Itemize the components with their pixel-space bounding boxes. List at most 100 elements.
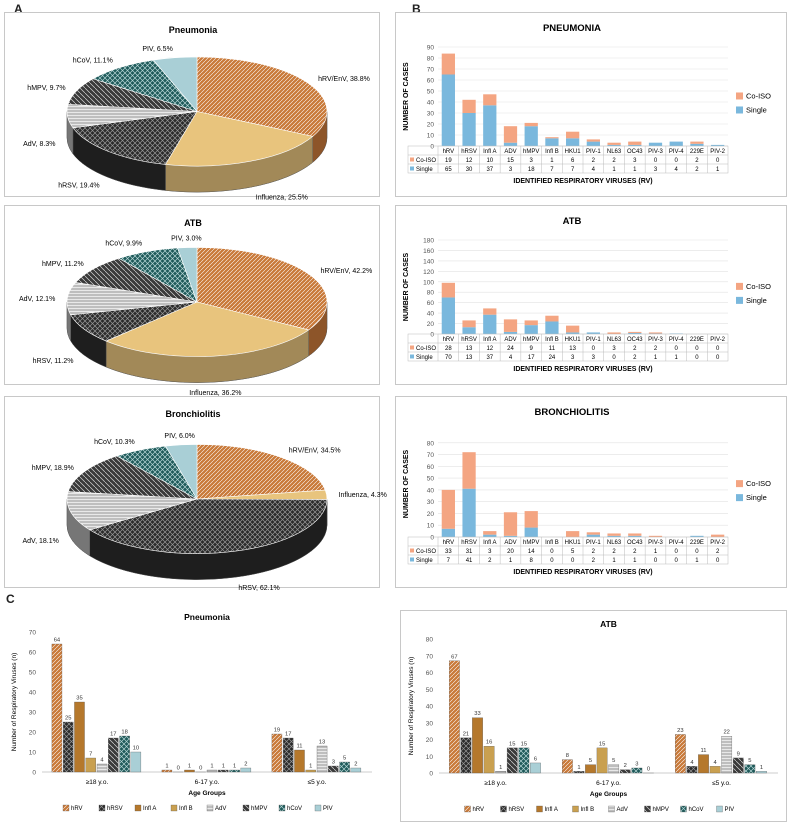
bar-hmpv-6-17-y-o xyxy=(619,769,631,774)
chart-title: PNEUMONIA xyxy=(543,23,601,34)
bar-single-229e xyxy=(690,535,704,537)
bar-infl-b-5-y-o xyxy=(305,769,316,773)
bar-hrv-18-y-o xyxy=(449,660,460,774)
data-label-piv: 2 xyxy=(244,762,247,768)
y-tick-label: 180 xyxy=(423,238,434,245)
co-iso-value-hmpv: 9 xyxy=(530,346,534,352)
category-label-hmpv: hMPV xyxy=(523,337,539,343)
legend-swatch-hmpv xyxy=(242,804,250,812)
y-tick-label: 0 xyxy=(32,770,36,777)
bar-single-hrv xyxy=(441,528,455,537)
data-label-hrv: 1 xyxy=(165,764,168,770)
legend-swatch-single xyxy=(736,494,743,502)
y-tick-label: 30 xyxy=(427,499,435,506)
data-label-hmpv: 2 xyxy=(624,763,627,769)
pie-slice-hrv xyxy=(196,247,328,331)
data-label-adv: 4 xyxy=(100,758,104,764)
data-label-adv: 1 xyxy=(499,765,502,771)
single-value-nl63: 1 xyxy=(612,558,616,564)
bar-hcov-18-y-o xyxy=(518,747,530,774)
single-value-infl-b: 24 xyxy=(549,355,556,361)
table-key-single xyxy=(410,166,414,171)
pie-pneumonia-chart: Pneumonia hRV/EnV, 38.8% Influenza, 25.5% h… xyxy=(23,25,370,201)
pie-slice-hrv xyxy=(196,444,326,500)
bar-infl-b-6-17-y-o xyxy=(596,747,608,774)
data-label-hrsv: 1 xyxy=(577,765,580,771)
legend-swatch-infl-b xyxy=(572,805,579,813)
y-axis-label: NUMBER OF CASES xyxy=(403,252,410,321)
bar-hrv-5-y-o xyxy=(675,734,686,774)
bar-single-hmpv xyxy=(524,325,538,334)
pie-label-adv: AdV, 8.3% xyxy=(23,141,55,148)
y-axis-label: Number of Respiratory Viruses (n) xyxy=(11,653,18,752)
category-label-229e: 229E xyxy=(690,540,704,546)
co-iso-value-piv-4: 0 xyxy=(675,346,679,352)
pie-label-hmpv: hMPV, 18.9% xyxy=(32,465,74,472)
data-label-infl-b: 1 xyxy=(309,764,312,770)
category-label-piv-1: PIV-1 xyxy=(586,540,601,546)
bar-co-iso-hrsv xyxy=(462,99,476,113)
bar-single-infl-a xyxy=(483,534,497,537)
pie-label-piv: PIV, 3.0% xyxy=(171,236,202,243)
bar-single-infl-b xyxy=(545,138,559,146)
bar-hrsv-18-y-o xyxy=(63,721,74,773)
co-iso-value-hrv: 19 xyxy=(445,158,452,164)
single-value-oc43: 1 xyxy=(633,167,637,173)
data-label-hcov: 5 xyxy=(748,758,751,764)
data-label-hmpv: 17 xyxy=(110,732,116,738)
single-value-hrsv: 13 xyxy=(466,355,473,361)
single-value-hrsv: 41 xyxy=(466,558,473,564)
bar-adv-18-y-o xyxy=(495,771,507,774)
x-tick-label: ≥18 y.o. xyxy=(86,779,109,786)
x-tick-label: ≤5 y.o. xyxy=(308,779,327,786)
pie-slice-adv xyxy=(66,491,198,531)
data-label-piv: 10 xyxy=(133,746,139,752)
pie-slice-influenza xyxy=(105,301,310,357)
data-table-frame xyxy=(407,333,729,362)
y-tick-label: 20 xyxy=(427,511,435,518)
legend-swatch-co-iso xyxy=(736,282,743,290)
data-label-hrv: 67 xyxy=(451,654,457,660)
bar-single-adv xyxy=(503,331,518,334)
bar-co-iso-hmpv xyxy=(524,511,538,528)
co-iso-value-infl-b: 11 xyxy=(549,346,556,352)
category-label-nl63: NL63 xyxy=(607,149,622,155)
legend-label-infl-a: Infl A xyxy=(545,807,558,813)
data-label-infl-b: 15 xyxy=(599,741,605,747)
bar-single-piv-3 xyxy=(648,142,663,146)
bar-infl-b-18-y-o xyxy=(85,757,96,773)
y-tick-label: 70 xyxy=(426,653,434,660)
bar-hrsv-18-y-o xyxy=(460,737,472,774)
data-label-hcov: 3 xyxy=(635,761,638,767)
single-value-hku1: 3 xyxy=(571,355,575,361)
bar-single-hrsv xyxy=(462,488,476,537)
single-value-piv-2: 1 xyxy=(716,167,720,173)
bar-single-piv-3 xyxy=(648,333,663,334)
legend-label-hrsv: hRSV xyxy=(107,806,123,812)
legend-swatch-co-iso xyxy=(736,480,743,488)
bar-co-iso-oc43 xyxy=(628,141,642,145)
category-label-nl63: NL63 xyxy=(607,337,622,343)
data-label-infl-a: 35 xyxy=(76,696,82,702)
category-label-hrv: hRV xyxy=(443,540,455,546)
legend-label-co-iso: Co-ISO xyxy=(746,91,771,100)
y-tick-label: 70 xyxy=(29,630,37,637)
chart-title: Bronchiolitis xyxy=(165,409,220,419)
bar-hcov-5-y-o xyxy=(744,764,756,774)
table-row-single: Single xyxy=(416,355,433,361)
pie-slice-piv xyxy=(177,247,198,303)
co-iso-value-oc43: 2 xyxy=(633,346,637,352)
y-tick-label: 80 xyxy=(427,440,435,447)
y-tick-label: 80 xyxy=(427,290,435,297)
co-iso-value-infl-a: 3 xyxy=(488,549,492,555)
co-iso-value-229e: 2 xyxy=(695,158,699,164)
data-label-infl-a: 11 xyxy=(701,748,707,754)
y-tick-label: 30 xyxy=(426,720,434,727)
y-tick-label: 30 xyxy=(427,111,435,118)
co-iso-value-nl63: 2 xyxy=(612,158,616,164)
single-value-hrv: 65 xyxy=(445,167,452,173)
single-value-piv-2: 0 xyxy=(716,355,720,361)
bar-single-adv xyxy=(503,535,518,537)
